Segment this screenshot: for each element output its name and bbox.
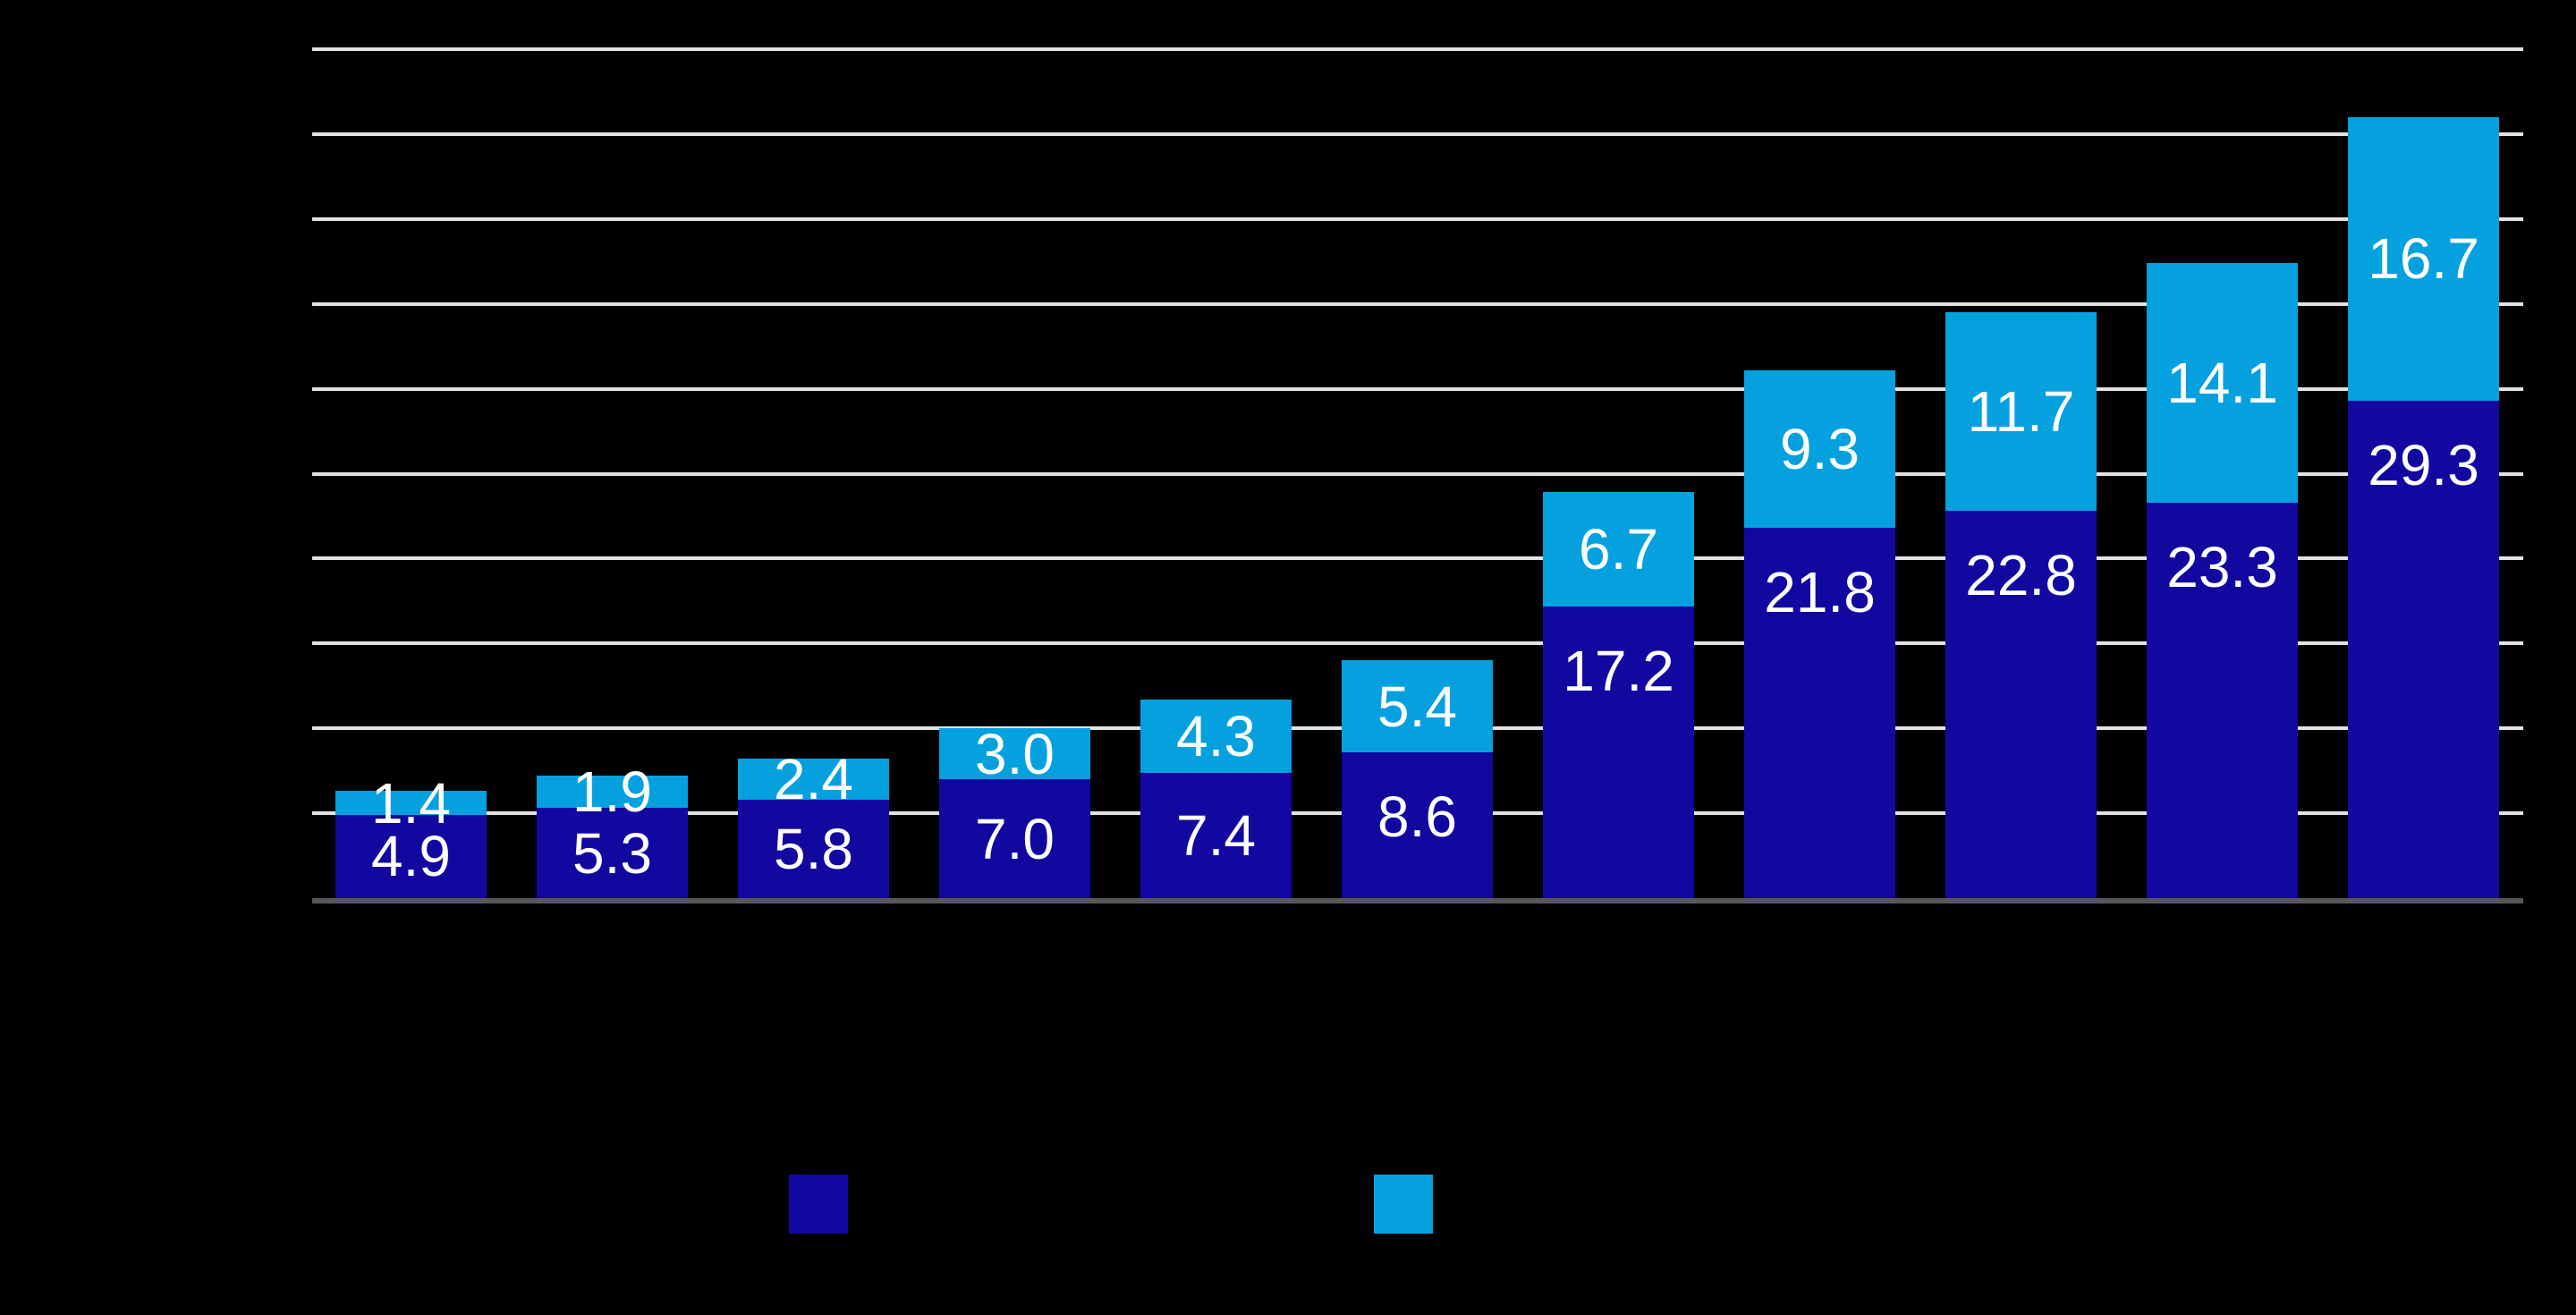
- bar-3-segment-dark: [738, 799, 889, 898]
- bar-6-segment-light: [1342, 660, 1493, 752]
- bar-9-segment-light: [1945, 312, 2097, 512]
- bar-4-segment-dark: [939, 779, 1090, 898]
- gridline-y20: [312, 556, 2523, 561]
- bar-8-segment-light: [1744, 369, 1895, 529]
- bar-10-label-light: 14.1: [2166, 350, 2278, 415]
- bar-7-segment-dark: [1543, 606, 1694, 898]
- bar-10-segment-dark: [2147, 502, 2298, 898]
- bar-5-segment-light: [1140, 699, 1292, 773]
- bar-10-segment-light: [2147, 263, 2298, 503]
- bar-4-label-dark: 7.0: [975, 806, 1055, 871]
- bar-4-segment-light: [939, 728, 1090, 780]
- bar-6-label-light: 5.4: [1377, 674, 1457, 739]
- legend-swatch-dark-blue: [789, 1175, 848, 1234]
- bar-8-label-dark: 21.8: [1764, 560, 1876, 625]
- bar-5-segment-dark: [1140, 772, 1292, 898]
- bar-8-segment-dark: [1744, 528, 1895, 898]
- bar-5-label-light: 4.3: [1176, 703, 1256, 768]
- bar-9-label-dark: 22.8: [1965, 543, 2077, 608]
- bar-11-segment-light: [2348, 116, 2499, 401]
- bar-6-label-dark: 8.6: [1377, 784, 1457, 849]
- bar-3-label-dark: 5.8: [774, 816, 853, 881]
- x-axis-line: [312, 898, 2523, 904]
- gridline-y25: [312, 471, 2523, 476]
- bar-11-segment-dark: [2348, 400, 2499, 898]
- bar-9-segment-dark: [1945, 511, 2097, 898]
- bar-1-label-light: 1.4: [371, 770, 451, 836]
- bar-5-label-dark: 7.4: [1176, 802, 1256, 868]
- bar-1-segment-light: [335, 791, 487, 815]
- bar-1-segment-dark: [335, 814, 487, 898]
- bar-7-label-light: 6.7: [1579, 516, 1658, 581]
- bar-1-label-dark: 4.9: [371, 824, 451, 889]
- gridline-y45: [312, 132, 2523, 136]
- bar-2-segment-light: [537, 776, 688, 809]
- bar-3-label-light: 2.4: [774, 747, 853, 812]
- gridline-y35: [312, 301, 2523, 306]
- bar-11-label-light: 16.7: [2368, 226, 2479, 292]
- bar-9-label-light: 11.7: [1967, 379, 2075, 445]
- bar-7-label-dark: 17.2: [1563, 638, 1674, 703]
- bar-10-label-dark: 23.3: [2166, 534, 2278, 599]
- bar-4-label-light: 3.0: [975, 721, 1055, 786]
- gridline-y30: [312, 386, 2523, 391]
- bar-2-segment-dark: [537, 808, 688, 898]
- bar-8-label-light: 9.3: [1780, 416, 1860, 481]
- gridline-y15: [312, 641, 2523, 646]
- bar-11-label-dark: 29.3: [2368, 432, 2479, 497]
- gridline-y40: [312, 216, 2523, 221]
- bar-7-segment-light: [1543, 492, 1694, 607]
- bar-2-label-light: 1.9: [572, 759, 652, 825]
- bar-3-segment-light: [738, 759, 889, 800]
- bar-2-label-dark: 5.3: [572, 820, 652, 886]
- gridline-y50: [312, 47, 2523, 51]
- legend-swatch-light-blue: [1374, 1175, 1433, 1234]
- bar-6-segment-dark: [1342, 751, 1493, 898]
